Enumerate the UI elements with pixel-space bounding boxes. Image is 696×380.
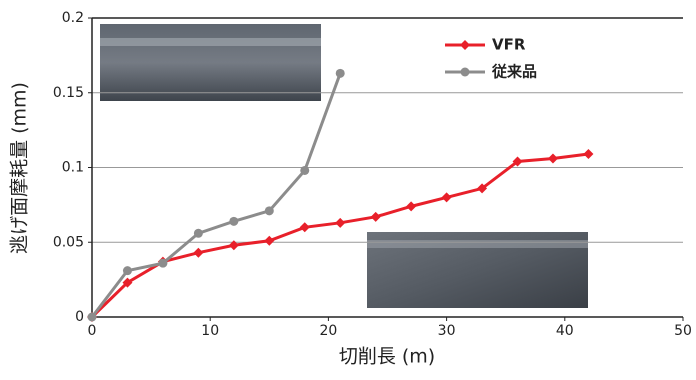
x-tick-label: 10	[201, 323, 219, 339]
photo-conventional	[100, 24, 321, 101]
data-point	[547, 153, 558, 164]
x-tick-label: 40	[556, 323, 574, 339]
data-point	[299, 222, 310, 233]
data-point	[583, 149, 594, 160]
y-tick-label: 0.1	[62, 160, 84, 176]
data-point	[122, 266, 132, 276]
y-tick-label: 0	[75, 309, 84, 325]
series-line	[90, 72, 342, 318]
data-point	[193, 228, 203, 238]
x-axis-title: 切削長 (m)	[339, 346, 435, 368]
y-tick-label: 0.2	[62, 10, 84, 26]
y-tick-label: 0.15	[53, 85, 84, 101]
x-tick-label: 0	[88, 323, 97, 339]
data-point	[228, 240, 239, 251]
data-point	[122, 277, 133, 288]
legend-text: 従来品	[491, 63, 537, 81]
data-point	[300, 165, 310, 175]
data-point	[264, 235, 275, 246]
data-point	[477, 183, 488, 194]
data-point	[335, 68, 345, 78]
legend-marker	[460, 40, 470, 50]
x-tick-label: 50	[674, 323, 692, 339]
x-tick-label: 30	[438, 323, 456, 339]
data-point	[264, 206, 274, 216]
data-point	[193, 247, 204, 258]
photo-edge	[367, 240, 588, 248]
data-point	[406, 201, 417, 212]
data-point	[441, 192, 452, 203]
data-point	[229, 216, 239, 226]
x-tick-label: 20	[319, 323, 337, 339]
data-point	[370, 211, 381, 222]
data-point	[87, 312, 97, 322]
data-point	[335, 217, 346, 228]
photo-edge	[100, 38, 321, 46]
y-axis-title: 逃げ面摩耗量 (mm)	[9, 82, 31, 254]
legend-text: VFR	[492, 36, 526, 54]
legend-marker	[460, 67, 470, 77]
data-point	[158, 258, 168, 268]
data-point	[512, 156, 523, 167]
y-tick-label: 0.05	[53, 234, 84, 250]
